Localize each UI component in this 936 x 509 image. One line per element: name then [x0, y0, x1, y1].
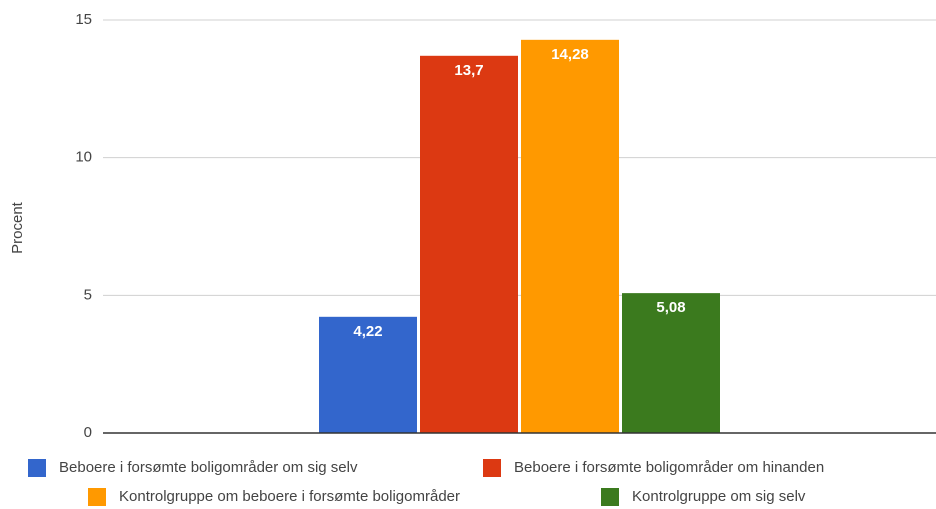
- y-axis-label: Procent: [9, 201, 26, 254]
- y-tick-label: 15: [75, 11, 92, 28]
- legend-label: Kontrolgruppe om sig selv: [632, 488, 806, 505]
- legend-swatch: [601, 488, 619, 506]
- y-tick-label: 0: [84, 424, 92, 441]
- legend-swatch: [88, 488, 106, 506]
- value-label: 14,28: [551, 46, 589, 63]
- bar: [521, 39, 619, 433]
- bar: [420, 55, 518, 433]
- value-label: 4,22: [353, 323, 382, 340]
- legend-swatch: [28, 459, 46, 477]
- legend-swatch: [483, 459, 501, 477]
- value-label: 13,7: [454, 62, 483, 79]
- legend-label: Beboere i forsømte boligområder om hinan…: [514, 459, 824, 476]
- legend-label: Kontrolgruppe om beboere i forsømte boli…: [119, 488, 460, 505]
- bar: [319, 316, 417, 433]
- value-label: 5,08: [656, 299, 685, 316]
- bar: [622, 293, 720, 433]
- y-tick-label: 10: [75, 149, 92, 166]
- y-tick-label: 5: [84, 286, 92, 303]
- legend-label: Beboere i forsømte boligområder om sig s…: [59, 459, 358, 476]
